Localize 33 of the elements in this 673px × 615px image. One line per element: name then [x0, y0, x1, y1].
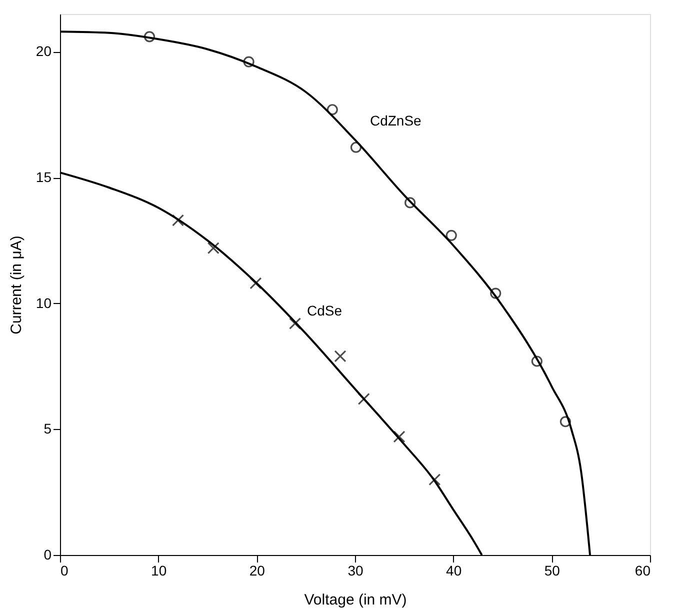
point	[490, 288, 502, 299]
point	[144, 31, 156, 42]
point	[404, 197, 416, 208]
y-tick-label: 10	[36, 294, 52, 311]
point	[446, 230, 457, 241]
y-tick-label: 15	[36, 169, 52, 186]
x-axis-title: Voltage (in mV)	[304, 592, 407, 608]
point	[393, 430, 406, 443]
x-tick-label: 60	[634, 562, 651, 578]
x-tick-label: 30	[348, 562, 364, 578]
point	[560, 416, 571, 428]
point	[250, 277, 262, 290]
point	[288, 317, 302, 330]
x-tick-label: 50	[544, 562, 560, 578]
x-tick-label: 0	[60, 562, 68, 578]
series-label: CdZnSe	[370, 112, 422, 128]
point	[358, 392, 370, 406]
y-tick-label: 5	[44, 420, 52, 437]
series-label: CdSe	[307, 302, 342, 318]
x-tick-label: 40	[446, 562, 462, 578]
point	[334, 350, 346, 362]
point	[428, 473, 441, 486]
y-tick-label: 20	[36, 43, 52, 60]
point	[172, 214, 184, 226]
point	[350, 142, 362, 153]
point	[207, 242, 220, 254]
y-axis-title: Current (in μA)	[8, 236, 25, 334]
point	[243, 56, 254, 68]
x-tick-label: 10	[151, 562, 167, 578]
point	[326, 104, 338, 116]
x-tick-label: 20	[249, 562, 266, 578]
point	[531, 356, 542, 367]
y-tick-label: 0	[44, 546, 52, 562]
